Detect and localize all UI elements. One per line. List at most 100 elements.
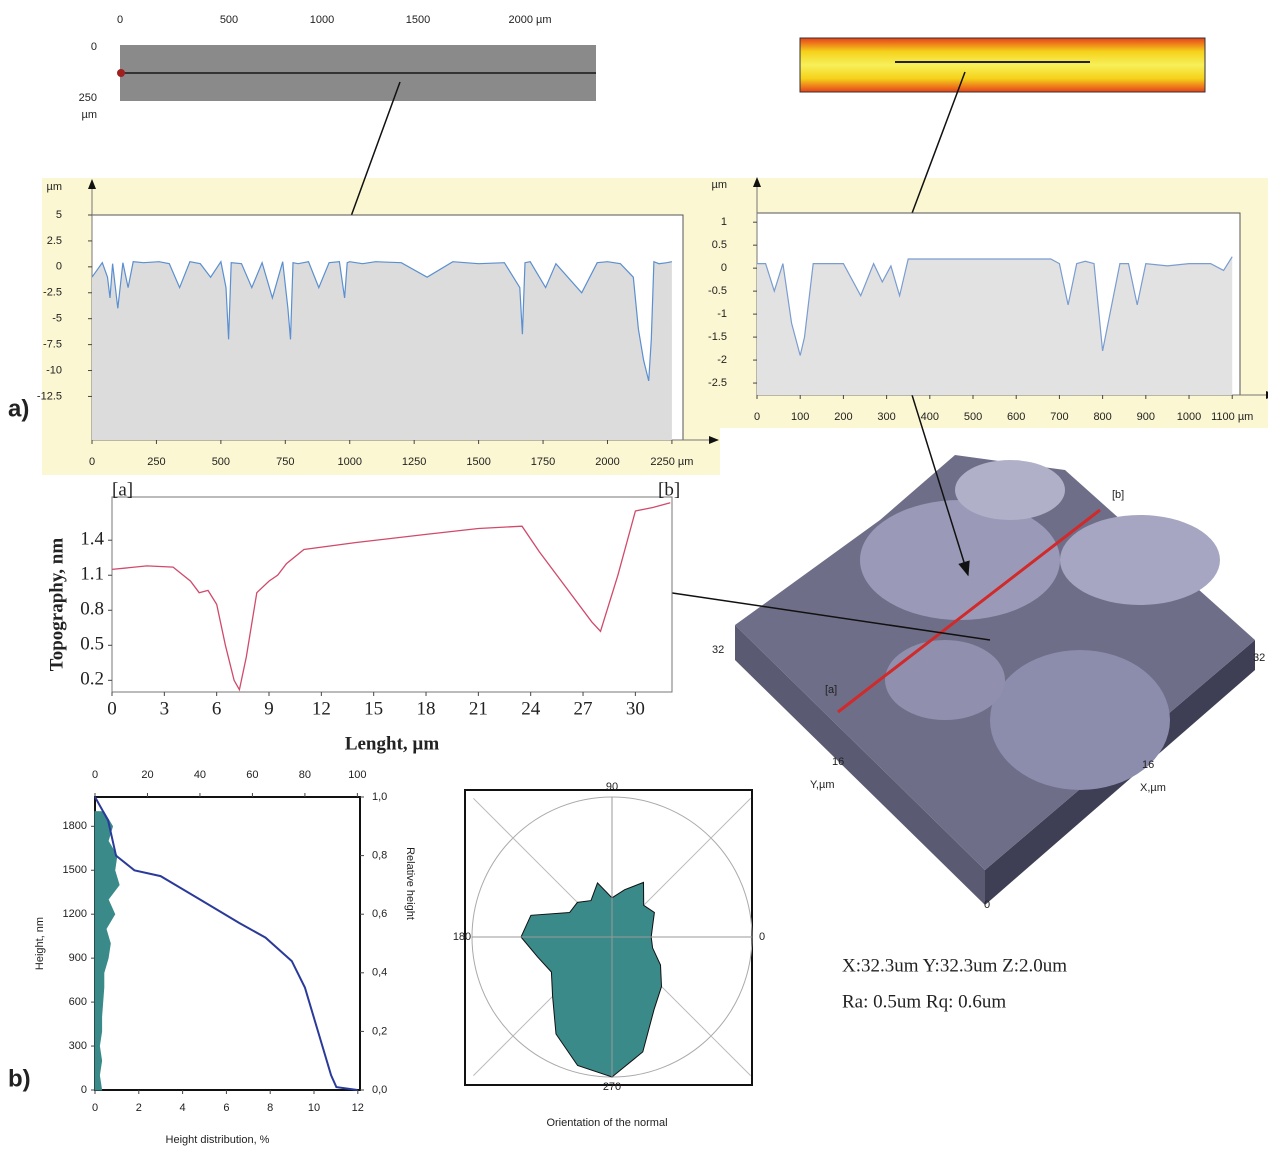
plot-area bbox=[111, 496, 673, 693]
surface-label: Y,µm bbox=[810, 779, 834, 791]
x-tick-label: 0 bbox=[92, 1102, 98, 1114]
x-tick-label: 9 bbox=[264, 698, 274, 719]
color-map bbox=[799, 37, 1206, 93]
x-tick-label: 0 bbox=[107, 698, 117, 719]
x-tick-label: 4 bbox=[180, 1102, 186, 1114]
end-label: [a] bbox=[112, 479, 133, 500]
y-tick-label: 600 bbox=[69, 996, 87, 1008]
x-axis-title: Orientation of the normal bbox=[546, 1117, 667, 1129]
surface-label: 0 bbox=[984, 899, 990, 911]
y-tick-label: 0 bbox=[81, 1084, 87, 1096]
surface-label: 32 bbox=[712, 644, 724, 656]
x-tick-label: 750 bbox=[276, 456, 294, 468]
y-tick-label: -0.5 bbox=[708, 285, 727, 297]
x-tick-label: 1500 bbox=[466, 456, 490, 468]
surface-label: 16 bbox=[832, 756, 844, 768]
x-tick-label: 500 bbox=[212, 456, 230, 468]
end-label: [b] bbox=[658, 479, 680, 500]
x-tick-label: 250 bbox=[147, 456, 165, 468]
y2-tick-label: 0,0 bbox=[372, 1084, 387, 1096]
x-tick-label: 200 bbox=[834, 411, 852, 423]
x2-tick-label: 60 bbox=[246, 769, 258, 781]
y-tick-label: -2.5 bbox=[708, 377, 727, 389]
x-tick-label: 1250 bbox=[402, 456, 426, 468]
x-tick-label: 600 bbox=[1007, 411, 1025, 423]
y-tick-label: 0 bbox=[56, 261, 62, 273]
y2-tick-label: 1,0 bbox=[372, 791, 387, 803]
x-tick-label: 2 bbox=[136, 1102, 142, 1114]
y-tick-label: -7.5 bbox=[43, 339, 62, 351]
y-unit: µm bbox=[46, 181, 62, 193]
angle-label: 180 bbox=[453, 931, 471, 943]
y-tick-label: 1800 bbox=[63, 820, 87, 832]
x-tick-label: 800 bbox=[1093, 411, 1111, 423]
x-tick-label: 12 bbox=[312, 698, 331, 719]
topography-line bbox=[111, 502, 671, 692]
surface-label: [b] bbox=[1112, 489, 1124, 501]
surface-label: X,µm bbox=[1140, 782, 1166, 794]
x-tick-label: 15 bbox=[364, 698, 383, 719]
x-tick-label: 6 bbox=[223, 1102, 229, 1114]
y2-tick-label: 0,4 bbox=[372, 967, 387, 979]
x-tick-label: 500 bbox=[964, 411, 982, 423]
x2-tick-label: 100 bbox=[348, 769, 366, 781]
arrow bbox=[904, 71, 966, 234]
y-tick-label: 1.4 bbox=[80, 529, 104, 550]
grain bbox=[990, 650, 1170, 790]
x-axis-title: Height distribution, % bbox=[166, 1134, 270, 1146]
y-tick-label: -10 bbox=[46, 364, 62, 376]
grain bbox=[885, 640, 1005, 720]
x-tick-label: 300 bbox=[877, 411, 895, 423]
x-tick-label: 1000 bbox=[1177, 411, 1201, 423]
color-map-image bbox=[799, 37, 1206, 93]
y-tick-label: -2.5 bbox=[43, 287, 62, 299]
height-distribution bbox=[94, 811, 120, 1091]
x-tick-label: 3 bbox=[160, 698, 170, 719]
x-tick-label: 0 bbox=[754, 411, 760, 423]
grain bbox=[955, 460, 1065, 520]
x-tick-label: 12 bbox=[352, 1102, 364, 1114]
profile-fill bbox=[92, 261, 672, 440]
micrograph-x-label: 1500 bbox=[406, 14, 430, 26]
y2-tick-label: 0,6 bbox=[372, 908, 387, 920]
x-tick-label: 10 bbox=[308, 1102, 320, 1114]
x-tick-label: 6 bbox=[212, 698, 222, 719]
y-tick-label: 900 bbox=[69, 952, 87, 964]
x-tick-label: 30 bbox=[626, 698, 645, 719]
x-tick-label: 0 bbox=[89, 456, 95, 468]
x-tick-label: 1000 bbox=[337, 456, 361, 468]
y-tick-label: 1200 bbox=[63, 908, 87, 920]
x2-tick-label: 40 bbox=[194, 769, 206, 781]
x2-tick-label: 20 bbox=[141, 769, 153, 781]
x-axis-title: Lenght, µm bbox=[345, 733, 440, 754]
x2-tick-label: 80 bbox=[299, 769, 311, 781]
x-tick-label: 700 bbox=[1050, 411, 1068, 423]
x-tick-label: 2000 bbox=[595, 456, 619, 468]
y-axis-title: Topography, nm bbox=[46, 538, 67, 672]
y-tick-label: -5 bbox=[52, 313, 62, 325]
micrograph-y-label: 0 bbox=[91, 41, 97, 53]
x2-tick-label: 0 bbox=[92, 769, 98, 781]
x-tick-label: 1100 µm bbox=[1211, 411, 1253, 423]
x-tick-label: 18 bbox=[417, 698, 436, 719]
arrow bbox=[650, 586, 991, 641]
y2-tick-label: 0,8 bbox=[372, 850, 387, 862]
plot-area bbox=[94, 796, 361, 1091]
stats-text: Ra: 0.5um Rq: 0.6um bbox=[842, 991, 1006, 1012]
profile-line bbox=[91, 260, 673, 382]
x-tick-label: 21 bbox=[469, 698, 488, 719]
y-tick-label: 0.5 bbox=[80, 634, 104, 655]
micrograph-x-label: 2000 µm bbox=[508, 14, 551, 26]
cumulative-curve bbox=[94, 796, 358, 1091]
scan-origin bbox=[117, 69, 125, 77]
x-tick-label: 27 bbox=[574, 698, 593, 719]
x-tick-label: 1750 bbox=[531, 456, 555, 468]
y-tick-label: 1.1 bbox=[80, 564, 104, 585]
surface-label: 16 bbox=[1142, 759, 1154, 771]
section-line bbox=[837, 508, 1101, 714]
y-axis-title: Height, nm bbox=[34, 917, 46, 970]
surface-3d: [b] [a] 32 16 Y,µm 16 X,µm 32 0 bbox=[712, 455, 1265, 911]
y-tick-label: 0.5 bbox=[712, 239, 727, 251]
y-tick-label: 1 bbox=[721, 216, 727, 228]
y-tick-label: -12.5 bbox=[37, 390, 62, 402]
